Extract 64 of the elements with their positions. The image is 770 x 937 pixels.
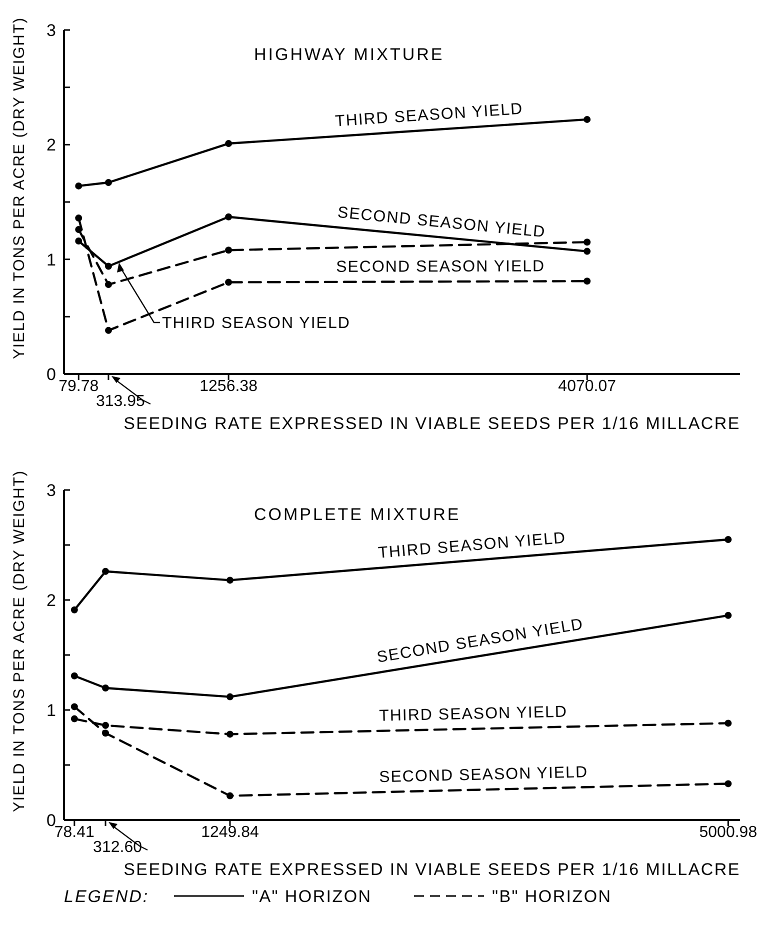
y-axis-title: YIELD IN TONS PER ACRE (DRY WEIGHT): [11, 16, 28, 360]
series-label: SECOND SEASON YIELD: [336, 258, 546, 276]
x-tick-label: 1256.38: [200, 378, 258, 395]
y-tick-label: 1: [46, 700, 56, 720]
point: [724, 612, 732, 619]
point: [70, 703, 78, 710]
point: [724, 780, 732, 788]
point: [225, 278, 232, 286]
point: [102, 730, 110, 737]
series-label: THIRD SEASON YIELD: [334, 100, 524, 130]
x-axis-title: SEEDING RATE EXPRESSED IN VIABLE SEEDS PER 1/16 MILLACRE: [124, 414, 740, 433]
text: THIRD SEASON YIELD: [162, 315, 350, 332]
text: SECOND SEASON YIELD: [376, 616, 585, 666]
y-tick-label: 3: [46, 20, 56, 40]
text: LEGEND:: [64, 887, 150, 906]
point: [226, 693, 234, 700]
series-label: SECOND SEASON YIELD: [378, 764, 588, 786]
y-tick-label: 3: [46, 480, 56, 500]
y-tick-label: 2: [46, 590, 56, 610]
text: "A" HORIZON: [252, 887, 372, 906]
text: 313.95: [96, 393, 146, 410]
point: [75, 182, 82, 190]
point: [104, 326, 112, 334]
point: [75, 214, 82, 222]
point: [584, 248, 591, 255]
point: [70, 606, 78, 614]
point: [225, 213, 232, 220]
text: HIGHWAY MIXTURE: [254, 45, 444, 64]
point: [70, 672, 78, 680]
point: [75, 237, 82, 244]
x-axis-title: SEEDING RATE EXPRESSED IN VIABLE SEEDS PER 1/16 MILLACRE: [124, 860, 740, 879]
point: [724, 536, 732, 543]
point: [102, 722, 110, 729]
point: [724, 720, 732, 727]
y-axis-title: YIELD IN TONS PER ACRE (DRY WEIGHT): [11, 470, 28, 812]
y-tick-label: 0: [46, 364, 56, 384]
point: [226, 792, 234, 800]
point: [226, 730, 234, 738]
text: SECOND SEASON YIELD: [336, 204, 546, 242]
x-tick-label: 5000.98: [699, 824, 758, 841]
point: [102, 568, 110, 575]
point: [104, 281, 112, 288]
text: COMPLETE MIXTURE: [254, 505, 461, 524]
x-tick-label: 1249.84: [201, 824, 260, 841]
y-tick-label: 2: [46, 136, 56, 155]
point: [226, 576, 234, 584]
text: 312.60: [93, 839, 142, 856]
x-tick-label: 79.78: [58, 378, 99, 395]
point: [104, 262, 112, 270]
x-tick-label: 4070.07: [558, 378, 616, 395]
y-tick-label: 1: [46, 250, 56, 270]
text: "B" HORIZON: [492, 887, 612, 906]
point: [70, 715, 78, 722]
series-label: THIRD SEASON YIELD: [378, 704, 568, 725]
point: [225, 140, 232, 148]
point: [584, 116, 591, 123]
y-tick-label: 0: [46, 810, 56, 830]
x-tick-label: 78.41: [54, 824, 95, 841]
point: [104, 179, 112, 186]
point: [584, 278, 591, 285]
point: [584, 238, 591, 246]
point: [225, 246, 232, 254]
series-label: THIRD SEASON YIELD: [378, 530, 567, 562]
point: [102, 684, 110, 692]
